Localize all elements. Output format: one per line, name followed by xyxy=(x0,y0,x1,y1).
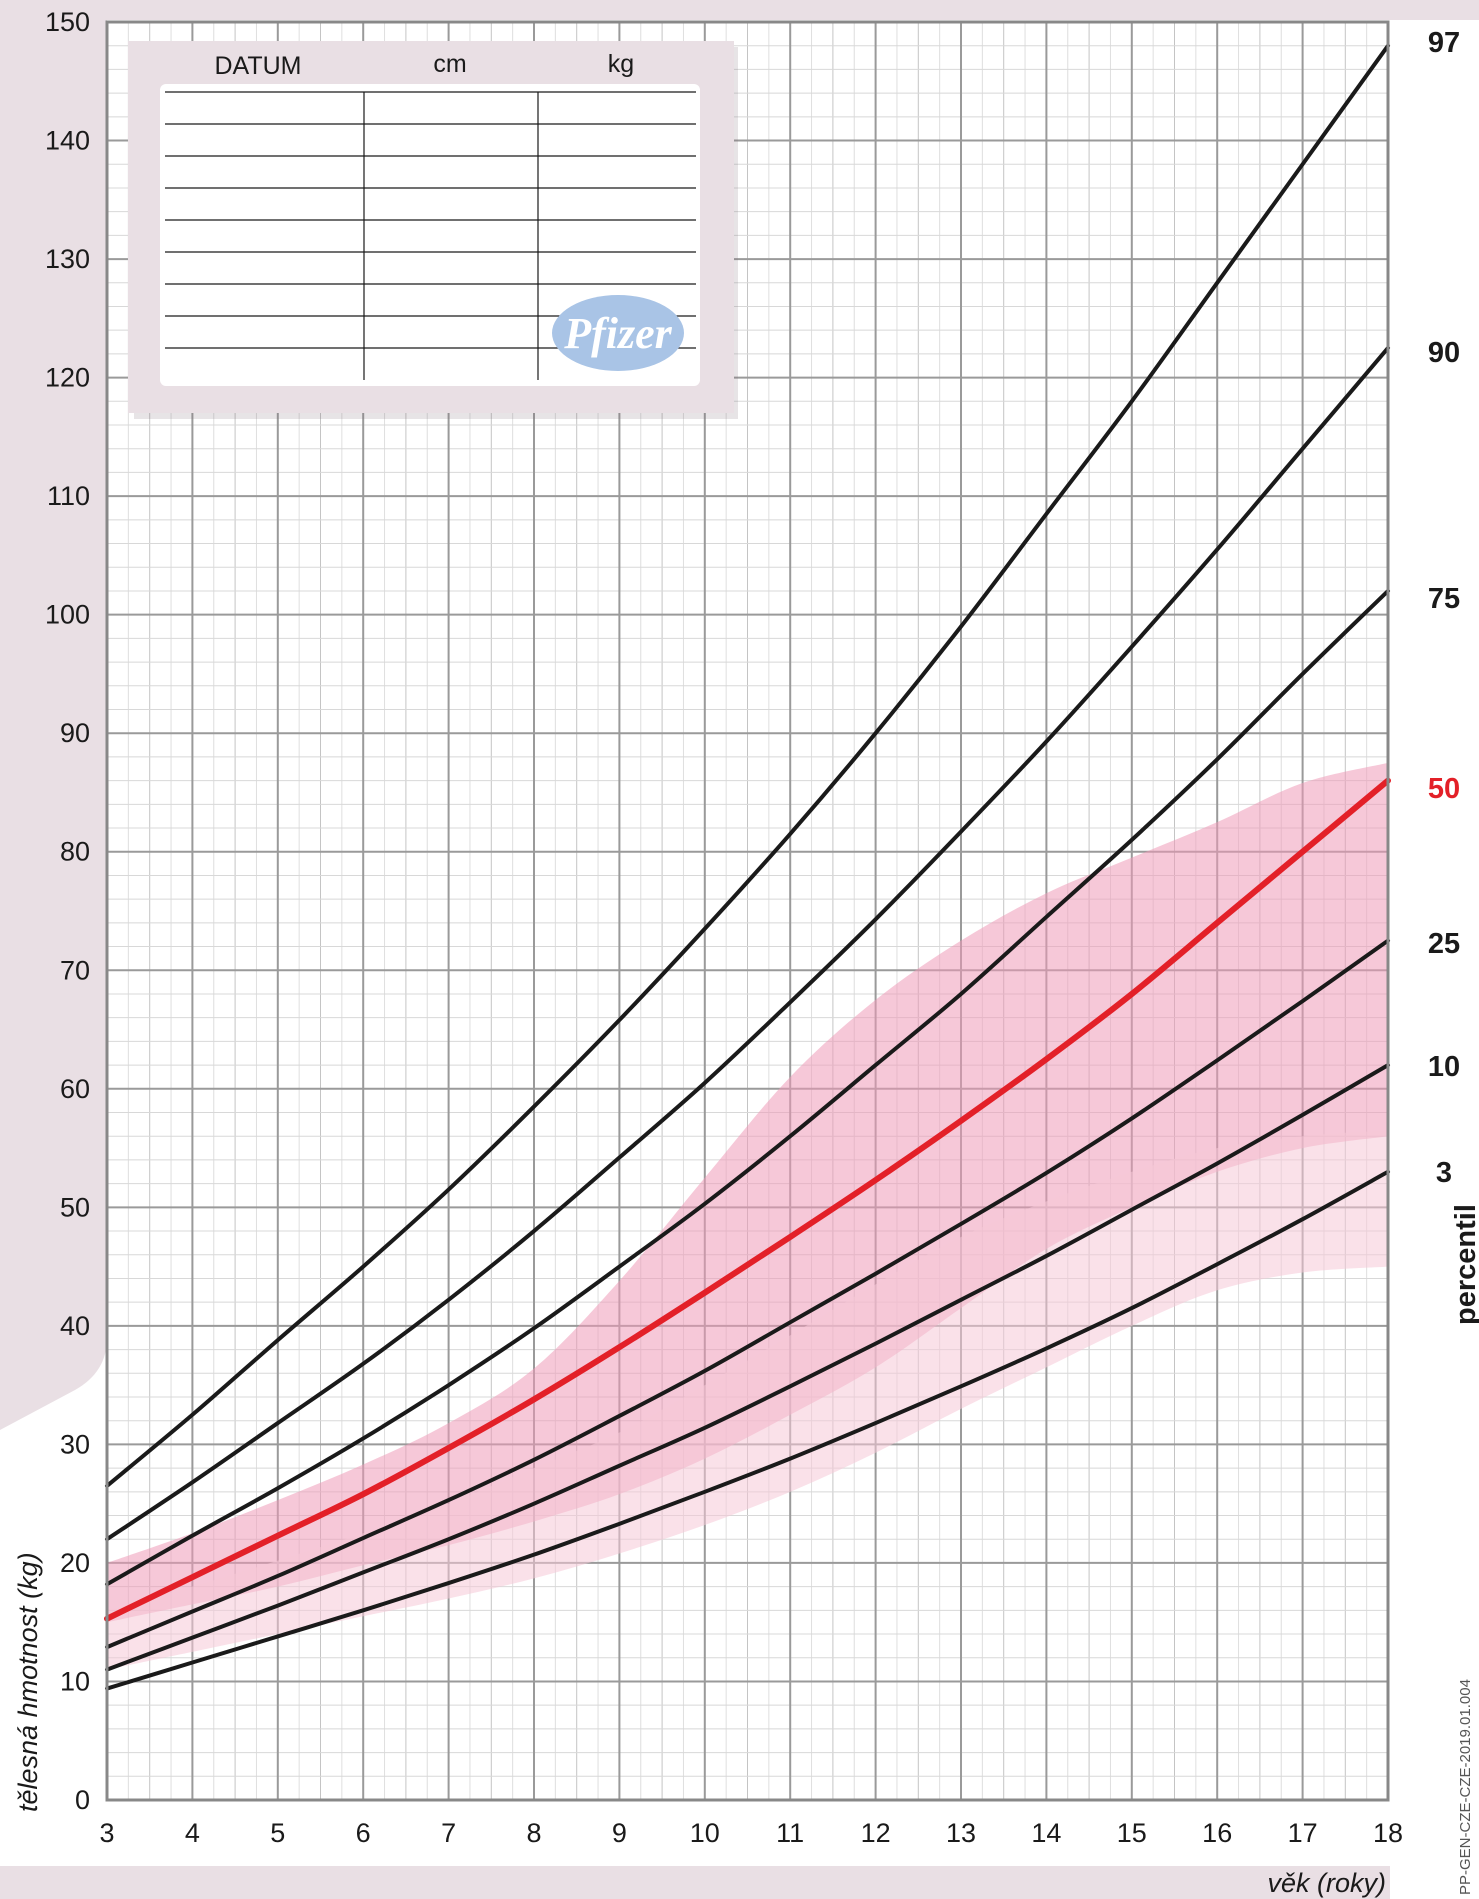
y-tick-label: 80 xyxy=(60,837,90,867)
table-header-cm: cm xyxy=(433,50,466,78)
y-tick-label: 140 xyxy=(45,126,90,156)
left-margin-tint xyxy=(0,0,107,1430)
percentile-label-50: 50 xyxy=(1428,773,1460,805)
pfizer-logo: Pfizer xyxy=(552,295,684,371)
x-tick-label: 17 xyxy=(1288,1818,1318,1848)
x-axis-title: věk (roky) xyxy=(1267,1868,1386,1898)
reference-band-0 xyxy=(107,762,1388,1623)
x-tick-label: 8 xyxy=(526,1818,541,1848)
x-tick-label: 6 xyxy=(356,1818,371,1848)
y-tick-label: 30 xyxy=(60,1429,90,1459)
y-tick-label: 50 xyxy=(60,1192,90,1222)
percentile-line-75 xyxy=(105,588,1390,1587)
x-tick-label: 3 xyxy=(99,1818,114,1848)
table-header-datum: DATUM xyxy=(214,52,301,80)
percentile-label-10: 10 xyxy=(1428,1051,1460,1083)
percentile-label-75: 75 xyxy=(1428,583,1460,615)
y-tick-label: 120 xyxy=(45,363,90,393)
document-code: PP-GEN-CZE-CZE-2019.01.004 xyxy=(1457,1679,1474,1895)
x-tick-label: 5 xyxy=(270,1818,285,1848)
percentile-line-3 xyxy=(105,1169,1390,1691)
x-tick-label: 10 xyxy=(690,1818,720,1848)
percentile-lines xyxy=(104,43,1391,1691)
y-axis-title: tělesná hmotnost (kg) xyxy=(13,1552,43,1812)
percentile-line-10 xyxy=(105,1063,1390,1672)
y-tick-label: 90 xyxy=(60,718,90,748)
x-axis-tick-labels: 3 4 5 6 7 8 9 10 11 12 13 14 15 16 17 18 xyxy=(99,1818,1403,1848)
percentile-line-97 xyxy=(105,43,1390,1488)
percentile-title: percentil xyxy=(1450,1204,1479,1325)
percentile-label-3: 3 xyxy=(1436,1157,1452,1189)
record-table: DATUM cm kg Pfizer xyxy=(128,41,738,419)
y-tick-label: 100 xyxy=(45,600,90,630)
y-tick-label: 10 xyxy=(60,1666,90,1696)
y-tick-label: 0 xyxy=(75,1785,90,1815)
x-tick-label: 14 xyxy=(1031,1818,1061,1848)
x-tick-label: 4 xyxy=(185,1818,200,1848)
percentile-label-90: 90 xyxy=(1428,337,1460,369)
percentile-line-90 xyxy=(105,345,1390,1542)
percentile-label-97: 97 xyxy=(1428,27,1460,59)
x-tick-label: 16 xyxy=(1202,1818,1232,1848)
y-tick-label: 60 xyxy=(60,1074,90,1104)
y-tick-label: 130 xyxy=(45,244,90,274)
y-tick-label: 20 xyxy=(60,1548,90,1578)
x-tick-label: 13 xyxy=(946,1818,976,1848)
y-tick-label: 70 xyxy=(60,955,90,985)
y-tick-label: 150 xyxy=(45,7,90,37)
percentile-line-50 xyxy=(104,777,1391,1622)
x-tick-label: 7 xyxy=(441,1818,456,1848)
percentile-label-25: 25 xyxy=(1428,928,1460,960)
y-tick-label: 110 xyxy=(47,481,90,511)
x-tick-label: 11 xyxy=(776,1818,804,1848)
bottom-strip xyxy=(0,1866,1390,1899)
reference-band-1 xyxy=(107,1130,1388,1670)
x-tick-label: 12 xyxy=(861,1818,891,1848)
percentile-labels: 97 90 75 50 25 10 3 xyxy=(1428,27,1460,1189)
x-tick-label: 18 xyxy=(1373,1818,1403,1848)
logo-text: Pfizer xyxy=(563,309,672,358)
x-tick-label: 15 xyxy=(1117,1818,1147,1848)
y-axis-tick-labels: 0 10 20 30 40 50 60 70 80 90 100 110 120 130 140 150 xyxy=(45,7,90,1815)
table-header-kg: kg xyxy=(608,50,634,78)
top-strip xyxy=(0,0,1479,20)
x-tick-label: 9 xyxy=(612,1818,627,1848)
logo-oval xyxy=(552,295,684,371)
y-tick-label: 40 xyxy=(60,1311,90,1341)
plot-frame xyxy=(105,20,1390,1802)
percentile-line-25 xyxy=(105,938,1390,1650)
reference-bands xyxy=(107,762,1388,1670)
